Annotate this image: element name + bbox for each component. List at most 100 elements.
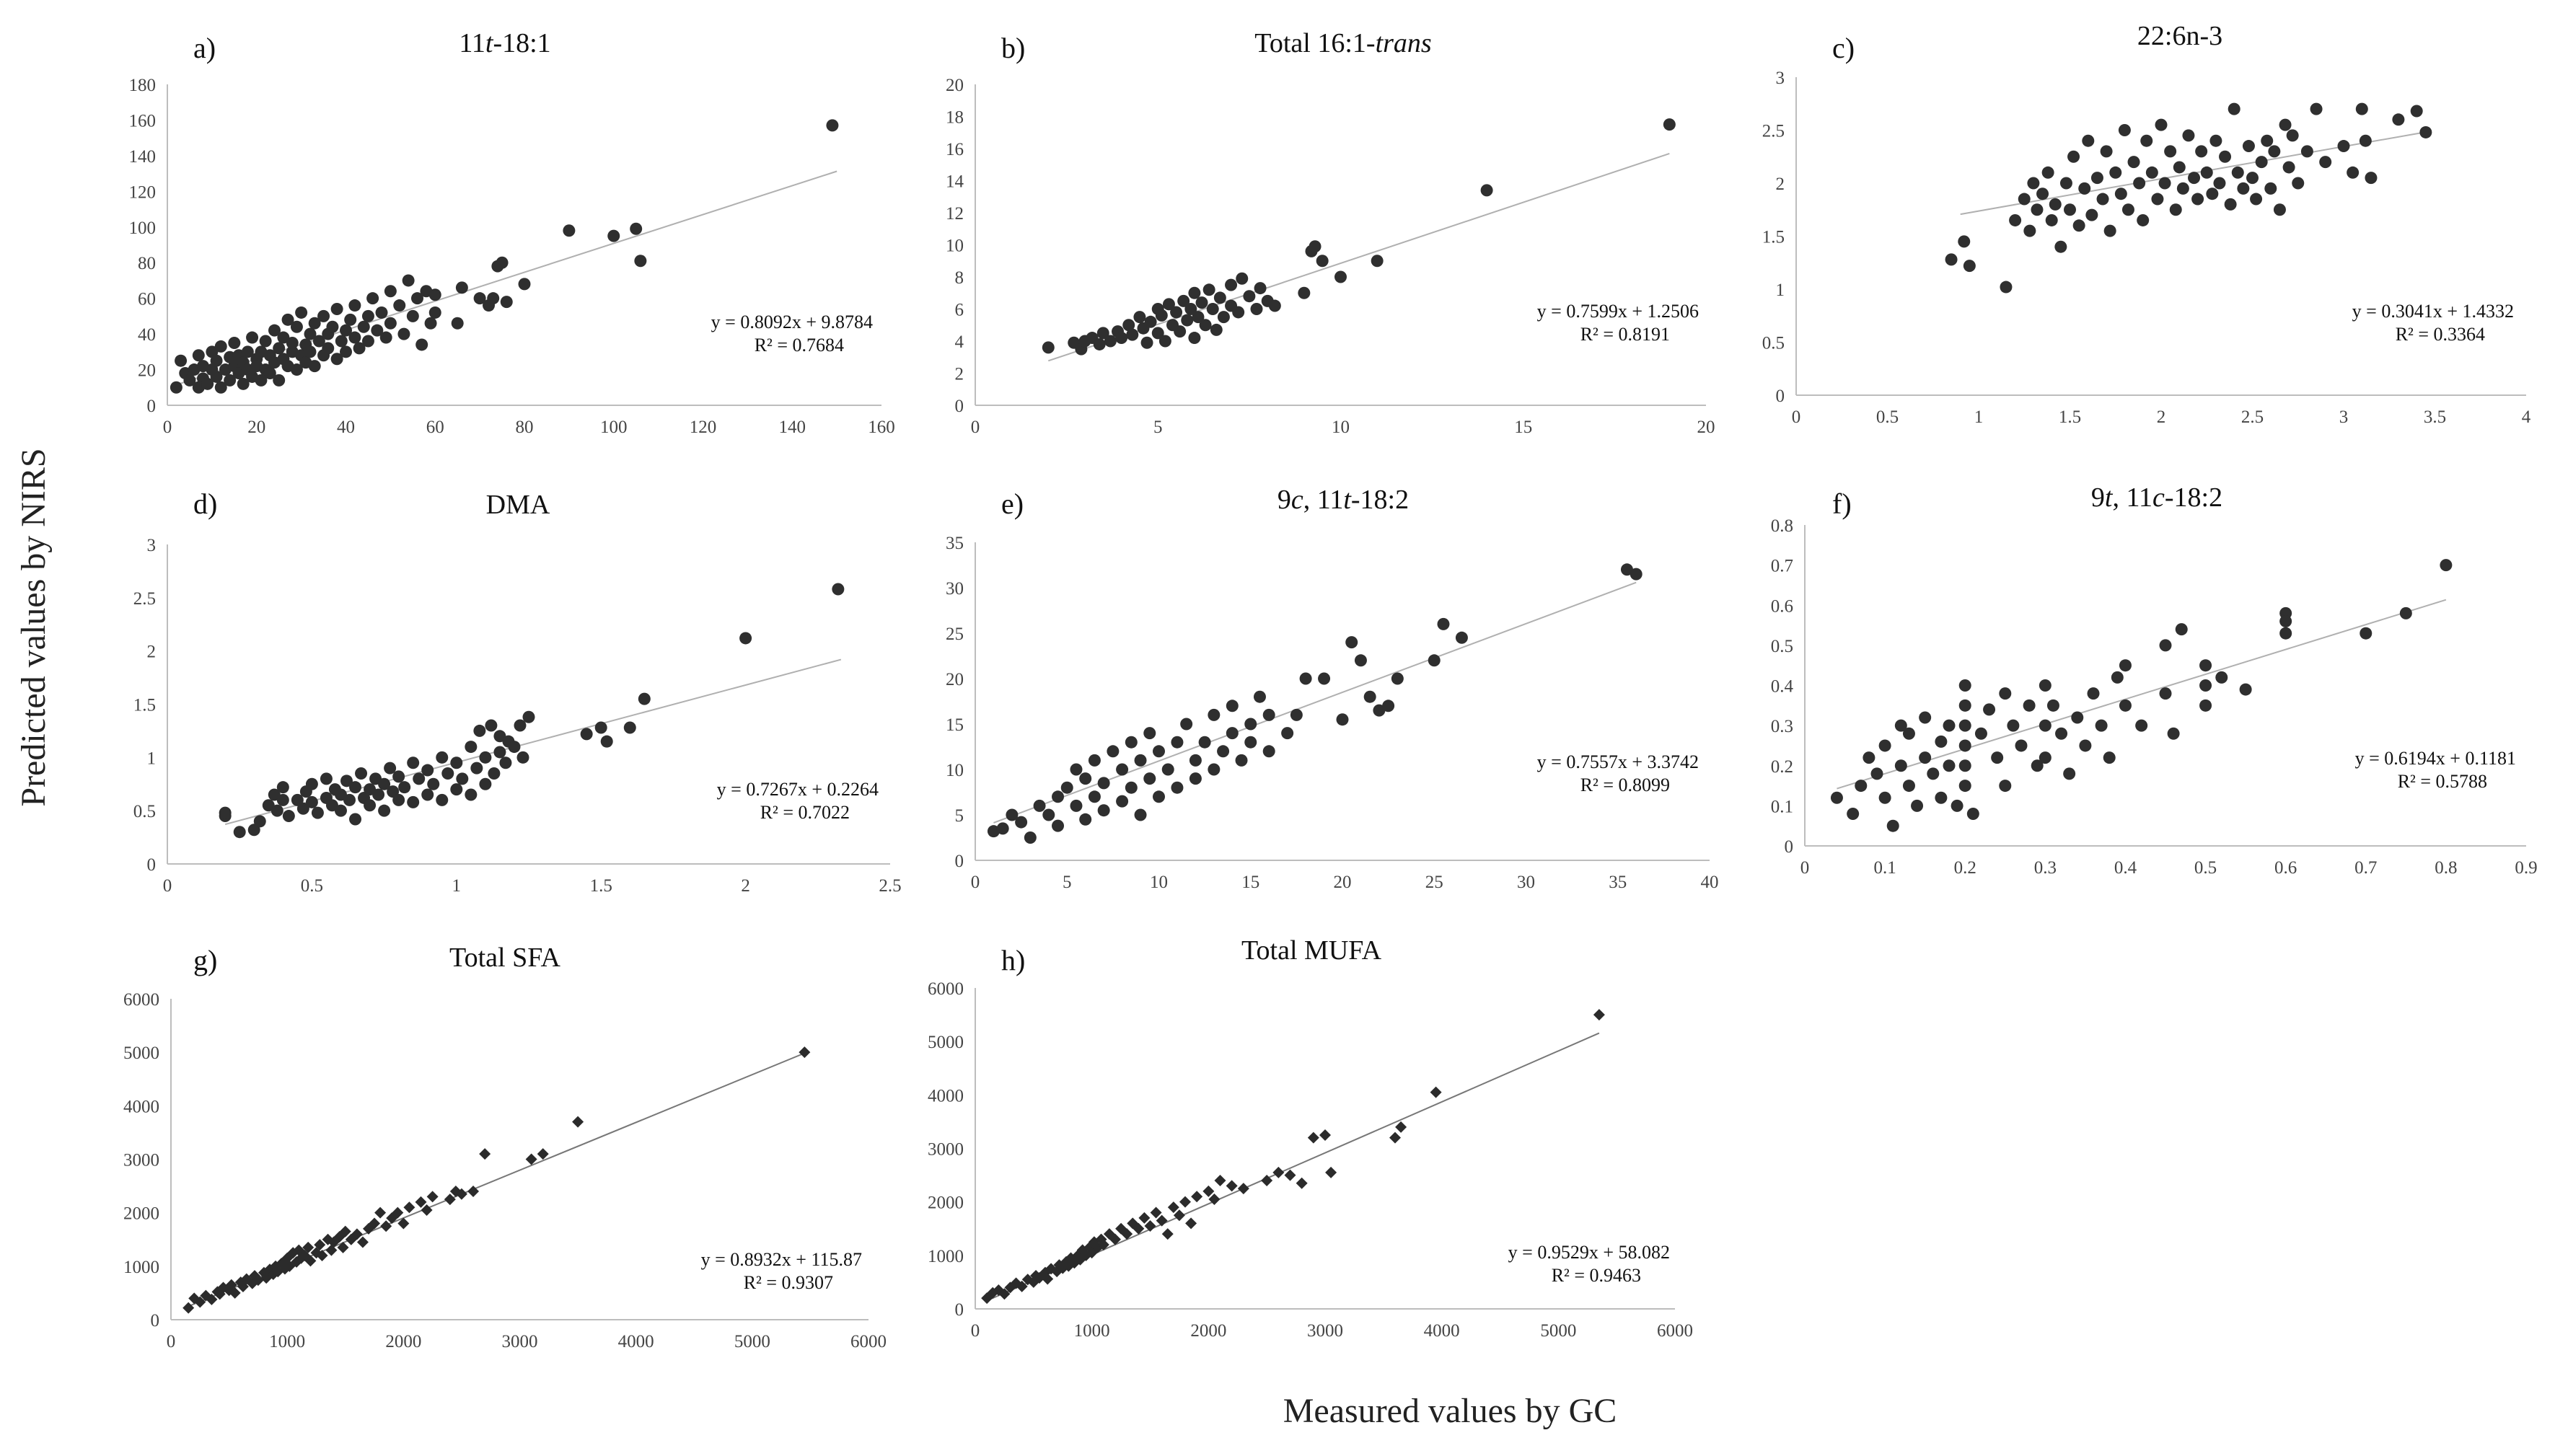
data-point [1935,735,1948,748]
trend-equation: y = 0.3041x + 1.4332 [2352,301,2514,322]
chart-title: 9c, 11t-18:2 [1278,485,1409,515]
data-point [214,340,227,353]
data-point [1042,808,1055,821]
data-point [1958,235,1971,248]
chart-title-part: Total SFA [449,943,560,973]
data-point [330,303,343,315]
trend-equation: y = 0.7599x + 1.2506 [1537,301,1699,322]
data-point [337,1241,349,1253]
data-point [2224,198,2237,211]
data-point [355,767,368,780]
data-point [304,1255,317,1267]
data-point [1919,711,1932,724]
y-tick-label: 0.5 [133,802,156,821]
data-point [1179,1196,1191,1208]
data-point [2365,172,2378,185]
x-tick-label: 140 [779,418,806,437]
data-point [421,764,434,777]
data-point [2399,606,2412,619]
data-point [2137,213,2150,226]
data-point [2159,687,2172,700]
data-point [1060,781,1073,794]
y-tick-label: 1 [147,749,157,768]
data-point [1140,336,1153,349]
data-point [2059,177,2072,190]
data-point [1184,303,1197,315]
data-point [1155,309,1168,322]
data-point [1121,1228,1133,1240]
data-point [1134,754,1147,767]
data-point [1894,759,1907,772]
data-point [1316,255,1329,268]
data-point [436,751,449,764]
r-squared: R² = 0.5788 [2398,771,2487,792]
data-point [2055,727,2068,740]
chart-title-part: -18:1 [493,28,550,58]
data-point [2286,129,2299,142]
data-point [2007,719,2020,732]
data-point [1226,700,1239,712]
x-tick-label: 10 [1332,418,1350,437]
data-point [2067,150,2080,163]
data-point [375,306,388,319]
trend-equation: y = 0.7557x + 3.3742 [1537,751,1699,772]
data-point [1663,118,1676,131]
data-point [2360,627,2372,640]
x-tick-label: 0.5 [301,876,323,896]
y-tick-label: 100 [129,219,157,238]
data-point [1319,1129,1331,1141]
data-point [252,1274,264,1287]
data-point [326,320,339,333]
data-point [424,317,437,330]
data-point [1958,739,1971,752]
data-point [1958,780,1971,793]
data-point [2087,687,2100,700]
data-point [1318,672,1331,685]
data-point [273,342,286,355]
y-tick-label: 35 [946,534,964,553]
chart-title: Total 16:1-trans [1254,28,1431,58]
data-point [1345,636,1358,649]
data-point [1284,1169,1296,1181]
data-point [322,342,335,355]
data-point [364,799,377,812]
data-point [2261,134,2274,147]
data-point [496,256,509,269]
data-point [444,1194,456,1206]
data-point [1593,1009,1605,1021]
x-tick-label: 1 [452,876,462,896]
data-point [1188,332,1201,345]
y-tick-label: 4000 [123,1097,159,1116]
y-tick-label: 80 [138,254,156,273]
data-point [277,331,290,344]
panel-letter: g) [193,944,217,976]
y-tick-label: 0.7 [1771,557,1793,576]
panel-letter: b) [1001,32,1025,64]
data-point [170,381,182,394]
data-point [1991,751,2004,764]
data-point [1911,799,1924,812]
data-point [237,377,250,390]
y-tick-label: 140 [129,147,157,167]
data-point [296,802,309,815]
data-point [470,762,483,775]
x-tick-label: 15 [1241,873,1259,892]
panel-letter: h) [1001,944,1025,976]
y-tick-label: 3000 [123,1151,159,1170]
data-point [2347,166,2360,179]
data-point [241,345,254,358]
data-point [1150,1206,1162,1219]
data-point [2009,213,2022,226]
data-point [1191,1191,1203,1203]
data-point [2292,177,2305,190]
data-point [2054,240,2067,253]
x-tick-label: 40 [1701,873,1719,892]
data-point [600,735,613,748]
data-point [1235,754,1248,767]
y-tick-label: 180 [129,76,157,95]
trend-equation: y = 0.9529x + 58.082 [1508,1242,1670,1263]
data-point [1153,745,1165,758]
data-point [2063,767,2076,780]
data-point [450,756,463,769]
chart-title-part: -18:2 [2165,482,2222,513]
